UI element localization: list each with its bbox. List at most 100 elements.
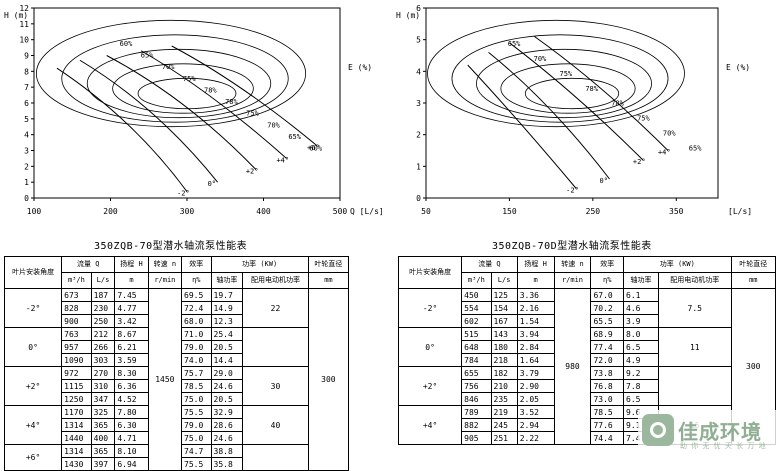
table-cell: 6.21 — [114, 340, 149, 354]
table-cell: 29.0 — [210, 366, 244, 380]
chart1-curve-label: -2° — [177, 190, 190, 198]
table-cell: 251 — [490, 431, 518, 445]
chart2-efficiency-label: 75% — [559, 70, 572, 78]
table-row: 905 251 2.22 74.4 7.4 — [399, 431, 776, 445]
table-cell: 310 — [90, 379, 116, 393]
table-cell: 74.0 — [181, 353, 212, 367]
table-header-cell: 叶轮直径 — [730, 256, 777, 273]
table-cell: 32.9 — [210, 405, 244, 419]
chart1-efficiency-ring — [35, 19, 307, 128]
table-cell: 325 — [90, 405, 116, 419]
chart2-curve — [534, 36, 669, 151]
chart1-efficiency-label: 78% — [204, 86, 217, 94]
chart1-y-tick-label: 8 — [24, 67, 29, 76]
chart2-efficiency-label: 70% — [534, 55, 547, 63]
table-cell: 882 — [461, 418, 492, 432]
table-header-cell: 功率 (KW) — [623, 256, 732, 273]
chart2-efficiency-ring — [524, 77, 620, 110]
chart2-e-axis-label: E (%) — [726, 63, 750, 72]
table-unit-cell: r/min — [553, 272, 592, 289]
chart2-efficiency-ring — [500, 63, 636, 114]
chart2-curve-label: -2° — [566, 187, 579, 195]
table-cell: 846 — [461, 392, 492, 406]
table-cell: 67.0 — [590, 288, 625, 302]
chart1-y-tick-label: 3 — [24, 147, 29, 156]
table-header-cell: 转速 n — [553, 256, 592, 273]
blade-angle-cell: 0° — [3, 327, 63, 367]
table-cell: 65.5 — [590, 314, 625, 328]
table-row: 846 235 2.05 73.0 6.5 — [399, 392, 776, 406]
table-cell: 212 — [90, 327, 116, 341]
table-header-cell: 扬程 H — [114, 256, 149, 273]
table-cell: 4.6 — [623, 301, 659, 315]
chart2-efficiency-ring — [427, 19, 685, 128]
blade-angle-cell: +4° — [397, 405, 463, 445]
table-cell: 6.5 — [623, 340, 659, 354]
table-cell: 784 — [461, 353, 492, 367]
table-cell: 2.05 — [516, 392, 555, 406]
motor-power-cell: 40 — [242, 405, 309, 445]
watermark-subtext: 助 你 无 忧 天 长 万 地 — [680, 442, 767, 450]
motor-power-cell — [657, 366, 732, 406]
chart2-efficiency-label: 65% — [689, 145, 702, 153]
table-cell: 3.94 — [516, 327, 555, 341]
table-header-cell: 流量 Q — [461, 256, 518, 273]
table-cell: 74.7 — [181, 444, 212, 458]
chart1-efficiency-label: 70% — [162, 63, 175, 71]
table-cell: 71.0 — [181, 327, 212, 341]
table-cell: 77.6 — [590, 418, 625, 432]
table-cell: 14.9 — [210, 301, 244, 315]
table-cell: 789 — [461, 405, 492, 419]
table-cell: 218 — [490, 353, 518, 367]
table-cell: 6.94 — [114, 457, 149, 471]
table-cell: 347 — [90, 392, 116, 406]
table-cell: 230 — [90, 301, 116, 315]
table-unit-cell: m³/h — [61, 272, 92, 289]
table-cell: 28.6 — [210, 418, 244, 432]
chart1-efficiency-label: 65% — [288, 133, 301, 141]
table-header-cell: 效率 — [590, 256, 625, 273]
chart2-y-tick-label: 6 — [416, 4, 421, 13]
chart1-efficiency-ring — [61, 34, 289, 123]
chart2-curve-label: +2° — [633, 158, 646, 166]
chart2-efficiency-ring — [451, 34, 669, 123]
chart2-x-tick-label: 150 — [502, 207, 517, 216]
chart1-y-axis-label: H (m) — [4, 11, 28, 20]
table-cell: 75.0 — [181, 392, 212, 406]
table-unit-cell: 轴功率 — [623, 272, 659, 289]
table-row: -2° 673 187 7.45 1450 69.5 19.7 22 300 — [3, 288, 350, 471]
table-cell: 20.5 — [210, 392, 244, 406]
motor-power-cell: 30 — [242, 366, 309, 406]
chart1-y-tick-label: 11 — [19, 20, 29, 29]
chart1-curve — [56, 67, 188, 192]
motor-power-cell: 22 — [242, 288, 309, 328]
watermark-text: 佳成环境 — [678, 420, 762, 444]
chart2-y-tick-label: 3 — [416, 99, 421, 108]
table-cell: 19.7 — [210, 288, 244, 302]
speed-cell: 980 — [553, 288, 592, 445]
chart1-curve-label: +4° — [276, 156, 289, 164]
table-cell: 1.54 — [516, 314, 555, 328]
table-row: 900 250 3.42 68.0 12.3 — [5, 314, 349, 328]
table-cell: 8.0 — [623, 327, 659, 341]
table-cell: 6.5 — [623, 392, 659, 406]
chart1-x-tick-label: 400 — [256, 207, 271, 216]
table-cell: 3.36 — [516, 288, 555, 302]
chart2-x-tick-label: 50 — [421, 207, 431, 216]
table-header-cell: 扬程 H — [516, 256, 555, 273]
table-cell: 763 — [61, 327, 92, 341]
table-cell: 182 — [490, 366, 518, 380]
chart1-efficiency-label: 75% — [183, 75, 196, 83]
table-cell: 1314 — [61, 418, 92, 432]
chart2-y-axis-label: H (m) — [396, 11, 420, 20]
chart1-efficiency-label: 78% — [225, 98, 238, 106]
chart1-efficiency-label: 70% — [267, 121, 280, 129]
chart1-x-axis-label: Q [L/s] — [350, 207, 384, 216]
table2-title: 350ZQB-70D型潜水轴流泵性能表 — [492, 241, 652, 252]
table-unit-cell: 配用电动机功率 — [242, 272, 309, 289]
table-cell: 7.80 — [114, 405, 149, 419]
table-cell: 245 — [490, 418, 518, 432]
chart2-x-tick-label: 250 — [586, 207, 601, 216]
table-unit-cell: mm — [730, 272, 777, 289]
chart1-efficiency-ring — [112, 63, 254, 114]
